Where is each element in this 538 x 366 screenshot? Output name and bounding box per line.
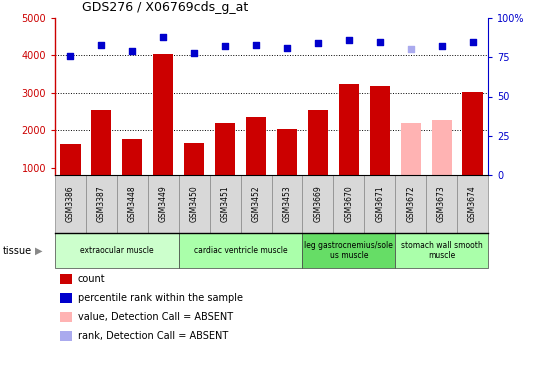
Bar [401,123,421,175]
Bar [153,53,173,175]
Bar [339,84,359,175]
Text: GSM3671: GSM3671 [375,186,384,222]
Text: GSM3386: GSM3386 [66,186,75,222]
Text: GSM3672: GSM3672 [406,186,415,222]
Text: GSM3451: GSM3451 [221,186,230,222]
Text: extraocular muscle: extraocular muscle [80,246,154,255]
Text: GDS276 / X06769cds_g_at: GDS276 / X06769cds_g_at [82,1,248,14]
Text: percentile rank within the sample: percentile rank within the sample [77,293,243,303]
Text: ▶: ▶ [35,246,43,255]
Text: GSM3674: GSM3674 [468,186,477,223]
Text: GSM3453: GSM3453 [282,186,292,223]
Bar [60,143,81,175]
Bar [246,117,266,175]
Text: value, Detection Call = ABSENT: value, Detection Call = ABSENT [77,312,233,322]
Bar [277,129,297,175]
Text: leg gastrocnemius/sole
us muscle: leg gastrocnemius/sole us muscle [305,241,393,260]
Point [468,39,477,45]
Point [221,43,229,49]
Point [66,53,75,59]
Text: cardiac ventricle muscle: cardiac ventricle muscle [194,246,287,255]
Text: count: count [77,274,105,284]
Bar [184,143,204,175]
Point [314,40,322,46]
Text: tissue: tissue [3,246,32,255]
Point [190,50,199,56]
Text: GSM3452: GSM3452 [252,186,260,222]
Point [406,46,415,52]
Bar [370,86,390,175]
Point [282,45,291,51]
Text: stomach wall smooth
muscle: stomach wall smooth muscle [401,241,483,260]
Text: GSM3670: GSM3670 [344,186,353,223]
Bar [122,139,143,175]
Bar [431,120,452,175]
Text: GSM3449: GSM3449 [159,186,168,223]
Bar [91,109,111,175]
Text: GSM3448: GSM3448 [128,186,137,222]
Text: rank, Detection Call = ABSENT: rank, Detection Call = ABSENT [77,331,228,341]
Point [376,39,384,45]
Text: GSM3387: GSM3387 [97,186,106,222]
Point [344,37,353,43]
Bar [308,110,328,175]
Point [437,43,446,49]
Point [252,42,260,48]
Point [159,34,167,40]
Bar [215,123,235,175]
Text: GSM3669: GSM3669 [314,186,322,223]
Point [97,42,105,48]
Point [128,48,137,54]
Text: GSM3450: GSM3450 [190,186,199,223]
Bar [463,92,483,175]
Text: GSM3673: GSM3673 [437,186,446,223]
